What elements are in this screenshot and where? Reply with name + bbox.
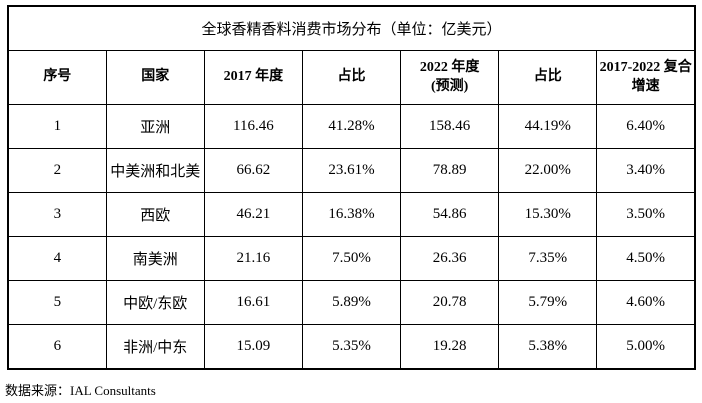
table-cell: 中欧/东欧 <box>105 280 205 325</box>
data-source-note: 数据来源：IAL Consultants <box>5 383 156 398</box>
table-cell: 4 <box>7 236 107 281</box>
table-cell: 南美洲 <box>105 236 205 281</box>
table-cell: 21.16 <box>203 236 303 281</box>
table-head: 全球香精香料消费市场分布（单位：亿美元） 序号 国家 2017 年度 占比 2022 年… <box>7 5 696 105</box>
table-cell: 158.46 <box>400 104 500 149</box>
table-cell: 4.50% <box>596 236 696 281</box>
column-header: 占比 <box>301 50 402 105</box>
table-cell: 3.40% <box>596 148 696 193</box>
column-header: 2017 年度 <box>203 50 303 105</box>
table-cell: 54.86 <box>400 192 500 237</box>
table-cell: 非洲/中东 <box>105 324 205 370</box>
table-cell: 1 <box>7 104 107 149</box>
table-cell: 6.40% <box>596 104 696 149</box>
table-row: 6 非洲/中东 15.09 5.35% 19.28 5.38% 5.00% <box>7 324 696 370</box>
column-header: 2017-2022 复合增速 <box>596 50 696 105</box>
table-row: 5 中欧/东欧 16.61 5.89% 20.78 5.79% 4.60% <box>7 280 696 325</box>
table-cell: 26.36 <box>400 236 500 281</box>
table-title-row: 全球香精香料消费市场分布（单位：亿美元） <box>7 5 696 51</box>
table-cell: 6 <box>7 324 107 370</box>
table-cell: 15.30% <box>498 192 598 237</box>
table-cell: 3.50% <box>596 192 696 237</box>
table-cell: 亚洲 <box>105 104 205 149</box>
table-cell: 44.19% <box>498 104 598 149</box>
table-cell: 西欧 <box>105 192 205 237</box>
table-cell: 5.35% <box>301 324 402 370</box>
table-cell: 中美洲和北美 <box>105 148 205 193</box>
table-cell: 5.00% <box>596 324 696 370</box>
table-cell: 116.46 <box>203 104 303 149</box>
table-title: 全球香精香料消费市场分布（单位：亿美元） <box>7 5 696 51</box>
table-cell: 5.79% <box>498 280 598 325</box>
column-header: 序号 <box>7 50 107 105</box>
table-cell: 2 <box>7 148 107 193</box>
table-cell: 4.60% <box>596 280 696 325</box>
table-cell: 66.62 <box>203 148 303 193</box>
table-cell: 41.28% <box>301 104 402 149</box>
table-cell: 5.89% <box>301 280 402 325</box>
table-cell: 3 <box>7 192 107 237</box>
column-header: 占比 <box>498 50 598 105</box>
table-cell: 16.61 <box>203 280 303 325</box>
table-row: 2 中美洲和北美 66.62 23.61% 78.89 22.00% 3.40% <box>7 148 696 193</box>
table-cell: 15.09 <box>203 324 303 370</box>
table-cell: 16.38% <box>301 192 402 237</box>
table-cell: 23.61% <box>301 148 402 193</box>
table-cell: 5 <box>7 280 107 325</box>
table-cell: 7.50% <box>301 236 402 281</box>
market-distribution-table: 全球香精香料消费市场分布（单位：亿美元） 序号 国家 2017 年度 占比 2022 年… <box>7 5 696 370</box>
table-cell: 19.28 <box>400 324 500 370</box>
table-row: 4 南美洲 21.16 7.50% 26.36 7.35% 4.50% <box>7 236 696 281</box>
table-row: 1 亚洲 116.46 41.28% 158.46 44.19% 6.40% <box>7 104 696 149</box>
table-cell: 20.78 <box>400 280 500 325</box>
table-cell: 46.21 <box>203 192 303 237</box>
table-cell: 22.00% <box>498 148 598 193</box>
table-body: 1 亚洲 116.46 41.28% 158.46 44.19% 6.40% 2 中美洲和北美 6… <box>7 104 696 370</box>
column-header: 国家 <box>105 50 205 105</box>
column-header: 2022 年度 (预测) <box>400 50 500 105</box>
table-cell: 7.35% <box>498 236 598 281</box>
header-row: 序号 国家 2017 年度 占比 2022 年度 (预测) 占比 2017-2022 复合增… <box>7 50 696 105</box>
table-row: 3 西欧 46.21 16.38% 54.86 15.30% 3.50% <box>7 192 696 237</box>
table-cell: 78.89 <box>400 148 500 193</box>
table-cell: 5.38% <box>498 324 598 370</box>
